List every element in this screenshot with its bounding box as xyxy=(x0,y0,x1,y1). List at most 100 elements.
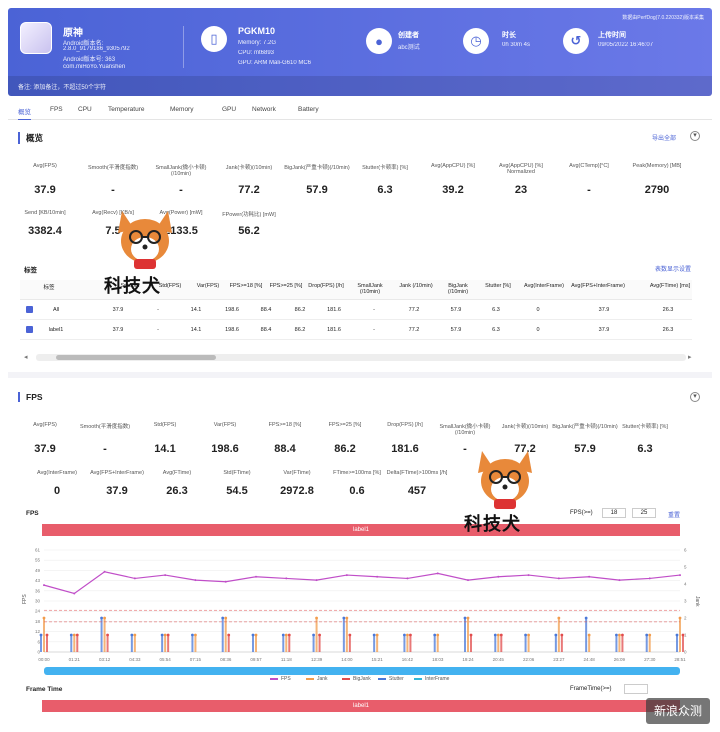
bar-jank xyxy=(103,618,106,652)
y-axis-title: FPS xyxy=(22,594,28,604)
bar-bigjank xyxy=(348,635,351,652)
tab-network[interactable]: Network xyxy=(252,106,276,113)
watermark-text: 科技犬 xyxy=(104,276,161,296)
point-bigjank xyxy=(227,633,231,637)
bar-stutter xyxy=(464,618,466,652)
point-jank xyxy=(224,616,228,620)
collapse-overview-button[interactable]: ▾ xyxy=(690,131,700,141)
point-stutter xyxy=(493,633,497,637)
legend-swatch xyxy=(378,677,386,680)
bar-stutter xyxy=(524,635,527,652)
table-cell: 77.2 xyxy=(408,327,420,333)
table-cell: 26.3 xyxy=(662,307,674,313)
legend-item[interactable]: Jank xyxy=(306,676,328,682)
legend-item[interactable]: InterFrame xyxy=(414,676,449,682)
x-tick-label: 27:30 xyxy=(644,657,656,662)
tab-temperature[interactable]: Temperature xyxy=(108,106,145,113)
overview-title: 概览 xyxy=(18,132,43,144)
label-bar[interactable]: label1 xyxy=(42,524,680,536)
row-checkbox[interactable] xyxy=(26,306,33,313)
legend-swatch xyxy=(270,677,278,680)
point-jank xyxy=(254,633,258,637)
scroll-left-arrow-icon[interactable]: ◂ xyxy=(24,354,28,361)
y2-tick-label: 5 xyxy=(684,565,687,570)
x-tick-label: 16:42 xyxy=(402,657,414,662)
bar-bigjank xyxy=(76,635,79,652)
bar-jank xyxy=(194,635,197,652)
bar-bigjank xyxy=(167,635,170,652)
point-fps xyxy=(43,584,45,587)
tab-memory[interactable]: Memory xyxy=(170,106,194,113)
table-cell: - xyxy=(157,327,159,333)
table-header-cell: Drop(FPS) [/h] xyxy=(308,283,344,289)
metric-value: 54.5 xyxy=(226,485,248,497)
table-scrollbar[interactable] xyxy=(36,354,686,361)
metric-value: 0.6 xyxy=(349,485,365,497)
table-row[interactable]: All 37.9 - 14.1 198.6 88.4 86.2 181.6 - 77.2 57.9 6… xyxy=(20,300,692,320)
point-stutter xyxy=(221,616,225,620)
point-stutter xyxy=(100,616,103,620)
table-row[interactable]: label1 37.9 - 14.1 198.6 88.4 86.2 181.6 - 77.2 57… xyxy=(20,320,692,340)
fps-threshold-input-1[interactable]: 18 xyxy=(602,508,626,518)
x-tick-label: 19:24 xyxy=(462,657,474,662)
table-cell: 26.3 xyxy=(662,327,674,333)
row-checkbox[interactable] xyxy=(26,326,33,333)
bar-bigjank xyxy=(500,635,503,652)
metric-label: Smooth(平滑度指数) xyxy=(87,165,139,171)
scrollbar-thumb[interactable] xyxy=(56,355,216,360)
bar-stutter xyxy=(282,635,285,652)
point-stutter xyxy=(130,633,134,637)
tab-fps[interactable]: FPS xyxy=(50,106,63,113)
point-stutter xyxy=(433,633,437,637)
tab-battery[interactable]: Battery xyxy=(298,106,319,113)
bar-jank xyxy=(164,635,167,652)
table-settings-link[interactable]: 表数显示设置 xyxy=(655,267,692,273)
metric-value: 86.2 xyxy=(334,443,356,455)
table-cell: 181.6 xyxy=(327,307,341,313)
legend-item[interactable]: FPS xyxy=(270,676,291,682)
tab-cpu[interactable]: CPU xyxy=(78,106,92,113)
bar-jank xyxy=(527,635,530,652)
frame-time-input[interactable] xyxy=(624,684,648,694)
x-tick-label: 22:06 xyxy=(523,657,535,662)
export-all-link[interactable]: 导出全部 xyxy=(652,136,677,142)
bar-stutter xyxy=(191,635,194,652)
series-line-fps xyxy=(43,571,681,595)
y-tick-label: 24 xyxy=(35,609,41,614)
bar-stutter xyxy=(615,635,618,652)
collapse-fps-button[interactable]: ▾ xyxy=(690,392,700,402)
point-fps xyxy=(345,574,348,577)
reset-button[interactable]: 重置 xyxy=(668,513,681,519)
y2-tick-label: 2 xyxy=(684,616,687,621)
point-fps xyxy=(285,577,288,580)
tab-overview[interactable]: 概览 xyxy=(18,106,31,120)
metric-label: Avg(FPS) xyxy=(33,163,57,169)
metric-value: - xyxy=(103,443,107,455)
bar-bigjank xyxy=(682,635,684,652)
metric-value: 2133.5 xyxy=(164,225,198,237)
metric-value: 57.9 xyxy=(574,443,596,455)
bar-bigjank xyxy=(560,635,563,652)
frame-label-bar[interactable]: label1 xyxy=(42,700,680,712)
fps-threshold-input-2[interactable]: 25 xyxy=(632,508,656,518)
metric-value: 0 xyxy=(53,485,61,497)
bar-bigjank xyxy=(409,635,412,652)
creator-value: abc测试 xyxy=(398,45,420,51)
remark-text[interactable]: 备注: 添加备注，不超过50个字符 xyxy=(18,85,107,91)
chart-range-slider[interactable] xyxy=(44,667,680,675)
bar-jank xyxy=(557,618,560,652)
upload-label: 上传时间 xyxy=(598,32,626,39)
metric-label: Peak(Memory) [MB] xyxy=(632,163,682,169)
bar-jank xyxy=(497,635,500,652)
table-header-cell: 标签 xyxy=(43,285,55,291)
y-tick-label: 49 xyxy=(35,568,41,573)
metric-label: Smooth(平滑度指数) xyxy=(79,424,131,430)
legend-item[interactable]: Stutter xyxy=(378,676,404,682)
scroll-right-arrow-icon[interactable]: ▸ xyxy=(688,354,692,361)
app-version-name: Android版本名: xyxy=(63,41,104,47)
tab-gpu[interactable]: GPU xyxy=(222,106,237,113)
table-header-cell: FPS>=18 [%] xyxy=(229,283,263,289)
point-jank xyxy=(557,616,561,620)
legend-item[interactable]: BigJank xyxy=(342,676,371,682)
